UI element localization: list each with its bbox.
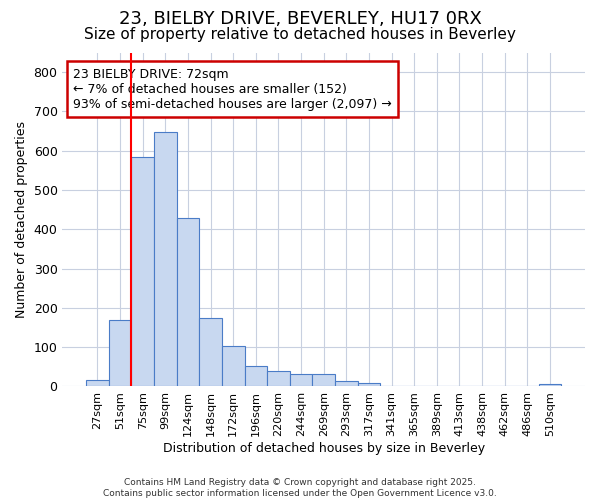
Bar [109,320,131,386]
Y-axis label: Number of detached properties: Number of detached properties [15,121,28,318]
Text: Size of property relative to detached houses in Beverley: Size of property relative to detached ho… [84,28,516,42]
Bar [131,158,154,386]
Bar [539,384,561,386]
Bar [290,374,313,386]
Bar [245,366,267,386]
Bar [86,380,109,386]
Bar [358,382,380,386]
Bar [267,370,290,386]
Text: 23 BIELBY DRIVE: 72sqm
← 7% of detached houses are smaller (152)
93% of semi-det: 23 BIELBY DRIVE: 72sqm ← 7% of detached … [73,68,392,110]
Bar [313,374,335,386]
Bar [176,218,199,386]
X-axis label: Distribution of detached houses by size in Beverley: Distribution of detached houses by size … [163,442,485,455]
Text: 23, BIELBY DRIVE, BEVERLEY, HU17 0RX: 23, BIELBY DRIVE, BEVERLEY, HU17 0RX [119,10,481,28]
Bar [199,318,222,386]
Bar [154,132,176,386]
Text: Contains HM Land Registry data © Crown copyright and database right 2025.
Contai: Contains HM Land Registry data © Crown c… [103,478,497,498]
Bar [222,346,245,387]
Bar [335,382,358,386]
